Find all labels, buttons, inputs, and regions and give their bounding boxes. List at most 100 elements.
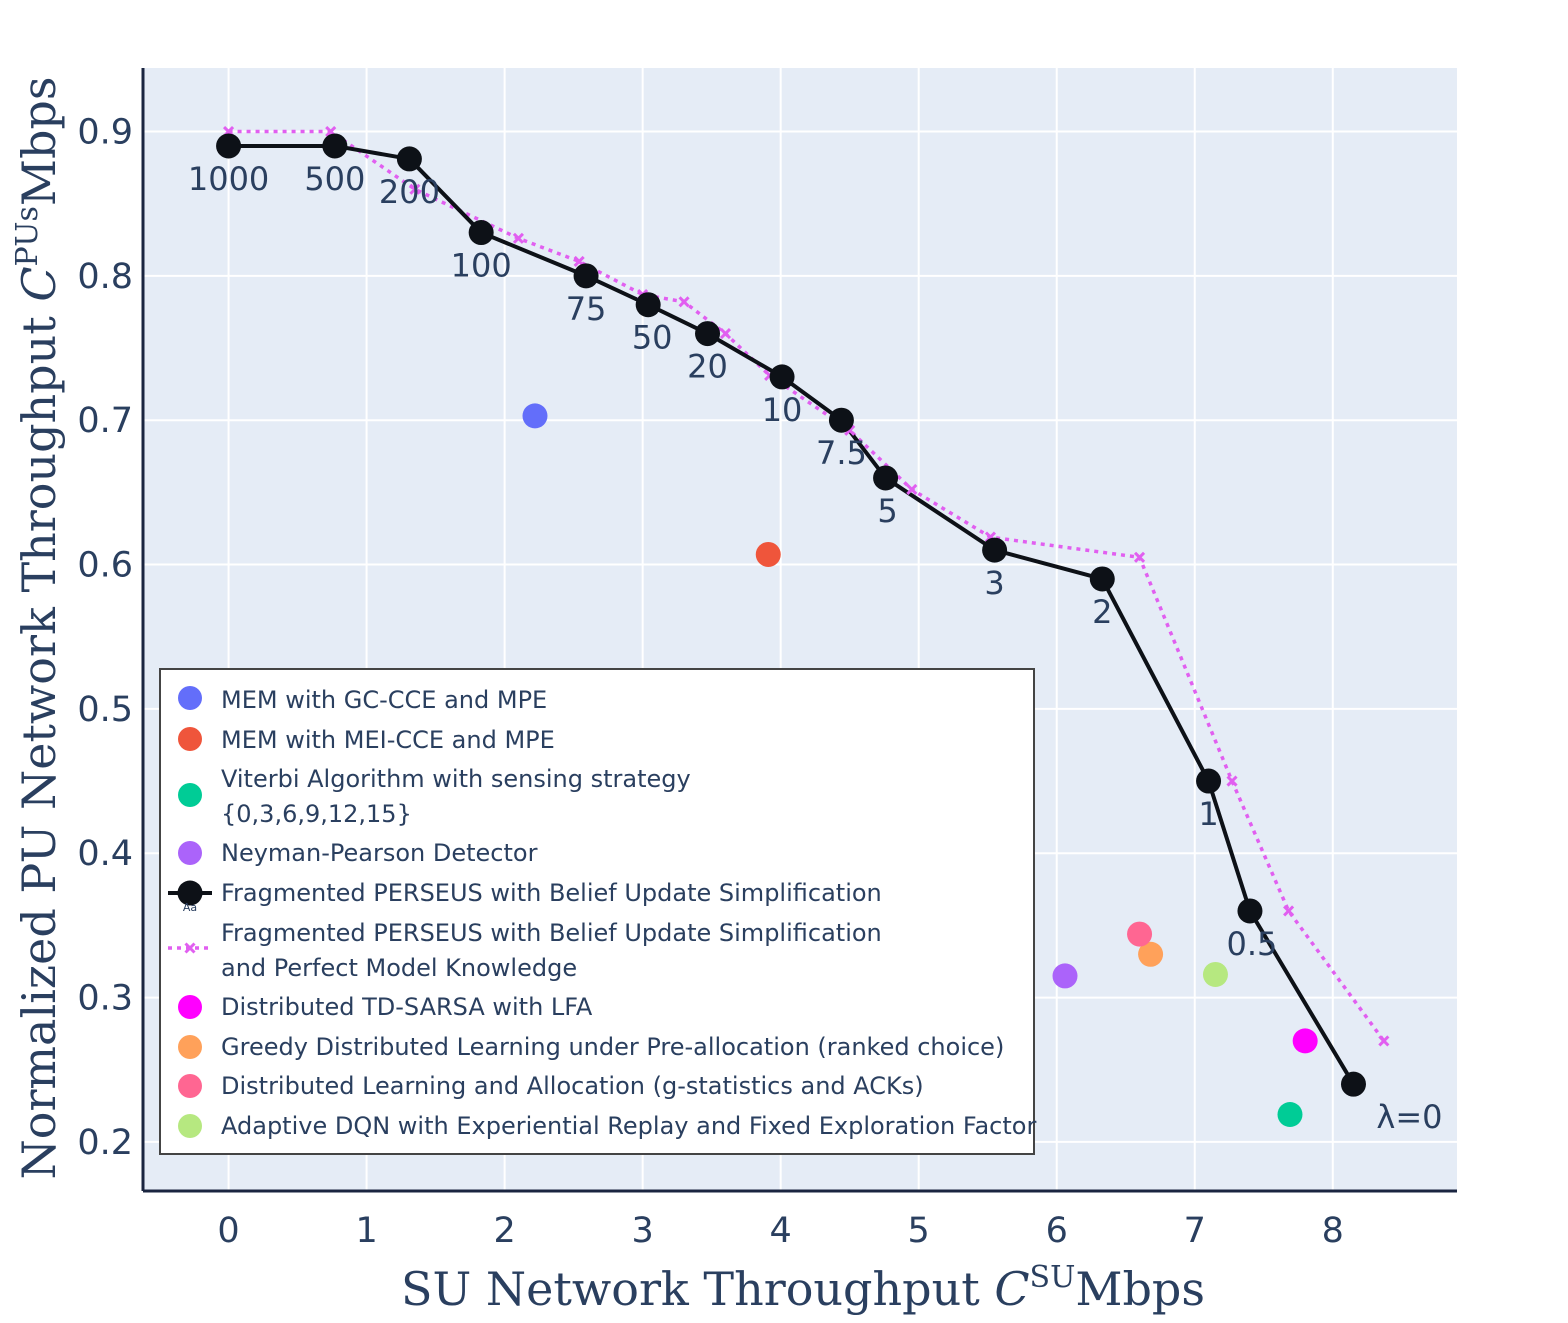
legend-box bbox=[159, 668, 1035, 1155]
perseus-point bbox=[982, 537, 1008, 563]
legend-marker bbox=[178, 1035, 202, 1059]
legend-label: Neyman-Pearson Detector bbox=[221, 839, 538, 867]
y-tick-label: 0.5 bbox=[77, 690, 133, 730]
y-tick-label: 0.6 bbox=[77, 546, 133, 586]
legend-item[interactable]: Aa Fragmented PERSEUS with Belief Update … bbox=[168, 879, 882, 914]
legend-marker bbox=[178, 686, 202, 710]
y-tick-label: 0.7 bbox=[77, 401, 133, 441]
legend-marker bbox=[178, 1074, 202, 1098]
perfect-knowledge-point bbox=[512, 232, 524, 244]
perseus-point bbox=[1237, 898, 1263, 924]
perseus-point bbox=[695, 321, 721, 347]
perseus-point bbox=[468, 220, 494, 246]
distributed-learning-and-allocation-point bbox=[1127, 921, 1153, 947]
perseus-point bbox=[635, 292, 661, 318]
perseus-point bbox=[769, 364, 795, 390]
perfect-knowledge-point bbox=[1133, 551, 1146, 563]
legend-label: Fragmented PERSEUS with Belief Update Si… bbox=[221, 919, 882, 947]
legend-item[interactable]: Adaptive DQN with Experiential Replay an… bbox=[178, 1112, 1036, 1140]
legend-label: Adaptive DQN with Experiential Replay an… bbox=[221, 1112, 1036, 1140]
legend-marker bbox=[177, 880, 203, 906]
lambda-label: 50 bbox=[632, 319, 673, 357]
x-tick-label: 5 bbox=[908, 1211, 930, 1251]
y-tick-label: 0.3 bbox=[77, 979, 133, 1019]
y-ticks: 0.2 0.3 0.4 0.5 0.6 0.7 0.8 0.9 bbox=[77, 113, 133, 1163]
lambda-label: 1 bbox=[1198, 795, 1218, 833]
legend-label: MEM with GC-CCE and MPE bbox=[221, 686, 547, 714]
legend-label: Fragmented PERSEUS with Belief Update Si… bbox=[221, 879, 882, 907]
perseus-point bbox=[828, 407, 854, 433]
x-tick-label: 8 bbox=[1322, 1211, 1344, 1251]
legend-item[interactable]: Viterbi Algorithm with sensing strategy {… bbox=[178, 765, 691, 828]
legend-label: Greedy Distributed Learning under Pre-al… bbox=[221, 1033, 1004, 1061]
legend-item[interactable]: Distributed TD-SARSA with LFA bbox=[178, 993, 593, 1021]
x-ticks: 0 1 2 3 4 5 6 7 8 bbox=[217, 1211, 1343, 1251]
x-tick-label: 6 bbox=[1046, 1211, 1068, 1251]
legend-item[interactable]: Greedy Distributed Learning under Pre-al… bbox=[178, 1033, 1004, 1061]
legend-x-marker bbox=[184, 942, 196, 954]
legend-item[interactable]: MEM with MEI-CCE and MPE bbox=[178, 726, 555, 754]
legend-marker bbox=[178, 783, 202, 807]
lambda-label: 200 bbox=[379, 173, 440, 211]
legend-label: Distributed Learning and Allocation (g-s… bbox=[221, 1072, 924, 1100]
series-layer bbox=[216, 125, 1390, 1127]
lambda-label: 100 bbox=[451, 247, 512, 285]
legend-marker bbox=[178, 727, 202, 751]
perseus-point bbox=[216, 133, 242, 159]
legend-marker bbox=[178, 841, 202, 865]
legend-item[interactable]: MEM with GC-CCE and MPE bbox=[178, 686, 547, 714]
neyman-pearson-detector-point bbox=[1052, 963, 1078, 989]
perfect-knowledge-point bbox=[719, 328, 732, 340]
perseus-point bbox=[873, 465, 899, 491]
x-tick-label: 7 bbox=[1184, 1211, 1206, 1251]
perseus-point bbox=[322, 133, 348, 159]
legend-label: and Perfect Model Knowledge bbox=[221, 954, 577, 982]
legend-label: MEM with MEI-CCE and MPE bbox=[221, 726, 555, 754]
perfect-knowledge-point bbox=[1283, 905, 1295, 917]
lambda-label: 500 bbox=[304, 160, 365, 198]
legend-item[interactable]: Distributed Learning and Allocation (g-s… bbox=[178, 1072, 924, 1100]
x-tick-label: 1 bbox=[355, 1211, 377, 1251]
perfect-knowledge-point bbox=[1226, 775, 1238, 787]
legend: MEM with GC-CCE and MPE MEM with MEI-CCE … bbox=[159, 668, 1036, 1155]
point-labels: 1000 500 200 100 75 50 20 10 7.5 5 3 2 1 0.5 λ=0 bbox=[188, 160, 1443, 1136]
perfect-knowledge-point bbox=[906, 483, 918, 496]
legend-label: Viterbi Algorithm with sensing strategy bbox=[221, 765, 691, 793]
lambda-label: 3 bbox=[984, 564, 1004, 602]
perseus-point bbox=[1340, 1071, 1366, 1097]
lambda-label: λ=0 bbox=[1376, 1098, 1442, 1136]
lambda-label: 75 bbox=[566, 290, 607, 328]
y-tick-label: 0.4 bbox=[77, 834, 133, 874]
perseus-point bbox=[573, 263, 599, 289]
lambda-label: 20 bbox=[687, 348, 728, 386]
fragmented-perseus-with-dotted-line bbox=[228, 129, 1386, 1042]
y-tick-label: 0.9 bbox=[77, 113, 133, 153]
lambda-label: 10 bbox=[762, 391, 803, 429]
distributed-td-sarsa-with-lfa-point bbox=[1292, 1028, 1318, 1054]
legend-label: {0,3,6,9,12,15} bbox=[221, 800, 412, 828]
lambda-label: 2 bbox=[1092, 593, 1112, 631]
legend-label: Distributed TD-SARSA with LFA bbox=[221, 993, 593, 1021]
lambda-label: 7.5 bbox=[816, 434, 867, 472]
legend-text-sample: Aa bbox=[183, 901, 197, 914]
x-tick-label: 0 bbox=[217, 1211, 239, 1251]
y-tick-label: 0.8 bbox=[77, 257, 133, 297]
mem-with-mei-cce-and-point bbox=[755, 541, 781, 567]
y-axis-title: Normalized PU Network Throughput CPUsMbp… bbox=[10, 77, 66, 1180]
greedy-distributed-learning-under-point bbox=[1138, 941, 1164, 967]
legend-marker bbox=[178, 1114, 202, 1138]
mem-with-gc-cce-and-point bbox=[522, 403, 548, 429]
perseus-point bbox=[1089, 566, 1115, 592]
perseus-point bbox=[1196, 768, 1222, 794]
legend-item[interactable]: Fragmented PERSEUS with Belief Update Si… bbox=[168, 919, 882, 982]
perfect-knowledge-point bbox=[409, 183, 421, 195]
lambda-label: 1000 bbox=[188, 160, 269, 198]
x-axis-title: SU Network Throughput CSUMbps bbox=[401, 1260, 1205, 1316]
legend-marker bbox=[178, 995, 202, 1019]
y-tick-label: 0.2 bbox=[77, 1123, 133, 1163]
x-tick-label: 4 bbox=[770, 1211, 792, 1251]
legend-item[interactable]: Neyman-Pearson Detector bbox=[178, 839, 538, 867]
viterbi-algorithm-with-sensing-point bbox=[1277, 1101, 1303, 1127]
lambda-label: 0.5 bbox=[1227, 925, 1278, 963]
